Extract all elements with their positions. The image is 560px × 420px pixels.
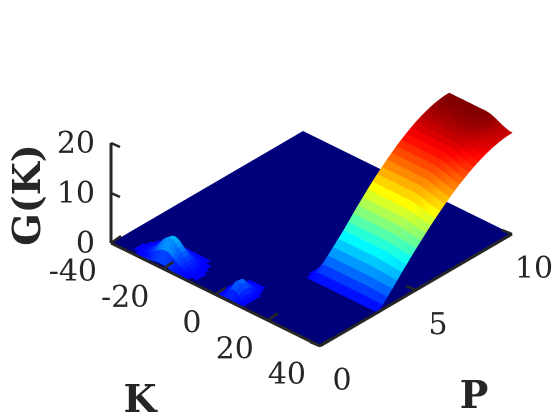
surface-layer	[111, 92, 513, 346]
surface-patch	[193, 275, 203, 281]
k-tick-label: -20	[101, 280, 149, 315]
g-tick-mark	[110, 241, 121, 249]
g-axis-title: G(K)	[4, 144, 49, 245]
g-tick-mark	[110, 141, 121, 149]
p-tick-mark	[309, 340, 321, 348]
k-tick-label: 20	[216, 331, 254, 366]
k-tick-label: -40	[49, 254, 97, 289]
g-tick-label: 0	[76, 226, 95, 261]
g-tick-label: 10	[57, 176, 95, 211]
axes-layer	[109, 141, 513, 348]
k-tick-mark	[319, 337, 331, 348]
p-tick-label: 10	[515, 251, 553, 286]
p-tick-label: 0	[332, 363, 351, 398]
p-axis-title: P	[460, 372, 489, 417]
k-tick-mark	[214, 286, 227, 296]
k-tick-mark	[267, 312, 279, 322]
k-tick-mark	[162, 260, 175, 270]
k-axis-title: K	[123, 376, 158, 420]
p-tick-label: 5	[428, 307, 447, 342]
k-tick-label: 0	[182, 306, 201, 341]
p-tick-mark	[405, 284, 417, 292]
k-tick-label: 40	[268, 357, 306, 392]
g-tick-label: 20	[57, 126, 95, 161]
k-tick-mark	[110, 234, 122, 245]
g-tick-mark	[110, 191, 121, 199]
p-tick-mark	[501, 228, 513, 236]
